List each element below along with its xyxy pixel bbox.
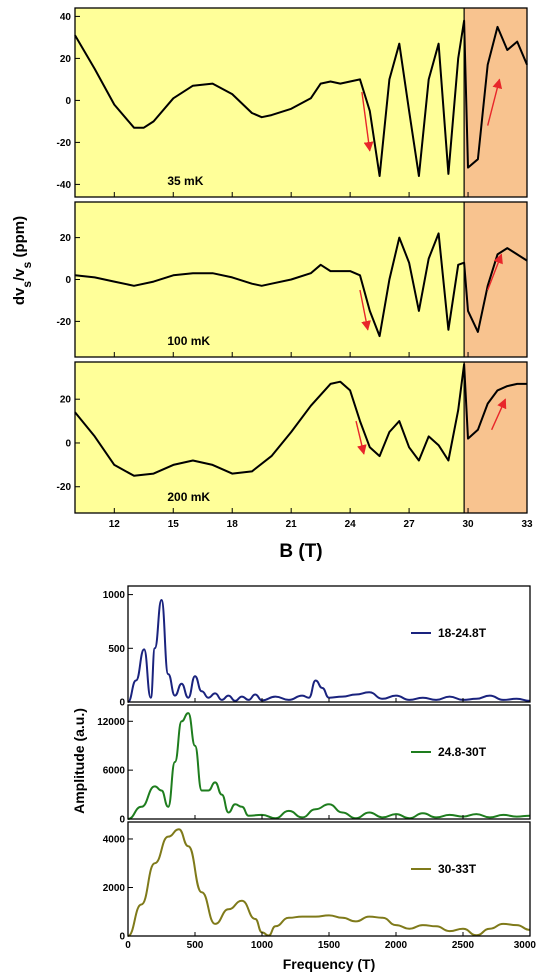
sound-velocity-panel: -20 0 20 200 mK [57,361,528,514]
y-tick-label: 12000 [97,717,125,728]
shaded-region [75,362,465,513]
y-tick-label: -20 [57,317,72,328]
data-trace [74,232,528,338]
panel-background [128,586,530,702]
fft-panel: 0 2000 4000 30-33T [103,821,531,943]
sound-velocity-panel: -40 -20 0 20 40 35 mK [57,7,528,198]
x-tick-label: 33 [521,519,533,530]
shaded-region [464,362,527,513]
y-tick-label: -40 [57,180,72,191]
sweep-arrow [355,420,367,455]
fft-series-line [127,712,531,820]
fft-series-line [127,828,531,937]
panel-frame [74,7,528,198]
y-tick-label: -20 [57,482,72,493]
y-tick-label: 500 [108,644,125,655]
x-tick-label: 1000 [251,940,274,951]
shaded-region [464,8,527,197]
x-tick-label: 3000 [514,940,537,951]
sweep-arrow [361,91,374,152]
legend-label: 18-24.8T [438,626,487,640]
y-tick-label: 40 [60,12,72,23]
temperature-label: 200 mK [167,490,210,504]
y-tick-label: -20 [57,138,72,149]
y-tick-label: 0 [119,932,125,943]
x-tick-label: 12 [109,519,121,530]
data-trace [74,19,528,177]
y-tick-label: 0 [65,275,71,286]
panel-background [128,822,530,936]
fft-panel: 0 6000 12000 24.8-30T [97,704,531,826]
y-tick-label: 1000 [103,590,126,601]
x-tick-label: 24 [345,519,357,530]
panel-frame [74,361,528,514]
y-tick-label: 0 [65,96,71,107]
y-tick-label: 20 [60,233,72,244]
y-axis-label: Amplitude (a.u.) [71,708,87,814]
x-axis-label: Frequency (T) [283,956,376,972]
sound-velocity-panel: -20 0 20 100 mK [57,201,528,358]
y-tick-label: 2000 [103,883,126,894]
fft-panel: 0 500 1000 18-24.8T [103,585,531,709]
sweep-arrow [359,289,371,331]
sweep-arrow [490,398,507,431]
x-tick-label: 21 [286,519,298,530]
sweep-arrow [487,78,503,126]
temperature-label: 35 mK [167,174,203,188]
x-tick-label: 18 [227,519,239,530]
legend-label: 24.8-30T [438,745,487,759]
x-tick-label: 2000 [385,940,408,951]
y-tick-label: 0 [119,815,125,826]
fft-chart: 0 500 1000 18-24.8T 0 6000 12000 24.8-30T 0 2000 4… [71,585,537,972]
x-tick-label: 30 [462,519,474,530]
panel-background [128,705,530,819]
y-tick-label: 20 [60,54,72,65]
y-tick-label: 0 [65,438,71,449]
x-tick-label: 27 [404,519,416,530]
shaded-region [75,202,465,357]
x-tick-label: 15 [168,519,180,530]
legend-label: 30-33T [438,862,477,876]
y-tick-label: 6000 [103,766,126,777]
x-tick-label: 2500 [452,940,475,951]
y-tick-label: 20 [60,395,72,406]
x-tick-label: 500 [187,940,204,951]
sound-velocity-chart: -40 -20 0 20 40 35 mK -20 0 20 100 mK -20 0 20 200 mK… [11,7,533,562]
sweep-arrow [487,253,503,291]
shaded-region [464,202,527,357]
temperature-label: 100 mK [167,334,210,348]
x-axis-label: B (T) [279,541,322,562]
fft-series-line [127,598,531,703]
y-tick-label: 4000 [103,834,126,845]
y-tick-label: 0 [119,698,125,709]
data-trace [74,363,527,477]
shaded-region [75,8,465,197]
x-tick-label: 1500 [318,940,341,951]
y-axis-label: dvs/vs (ppm) [11,216,34,305]
x-tick-label: 0 [125,940,131,951]
